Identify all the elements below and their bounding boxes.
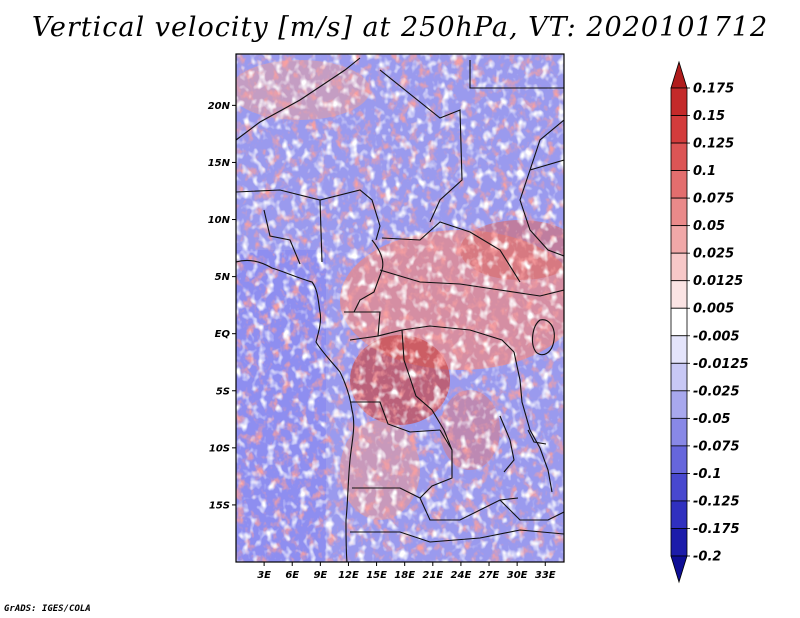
colorbar-label: 0.025 bbox=[693, 247, 734, 262]
colorbar-bin bbox=[670, 197, 688, 227]
lat-tick-label: 10N bbox=[208, 215, 231, 226]
colorbar-label: 0.075 bbox=[693, 192, 734, 207]
lon-tick-label: 18E bbox=[394, 570, 415, 581]
lon-tick-label: 9E bbox=[313, 570, 327, 581]
colorbar-bin bbox=[670, 87, 688, 116]
map-frame bbox=[235, 53, 565, 563]
colorbar-label: -0.025 bbox=[693, 384, 740, 399]
lat-tick-label: EQ bbox=[215, 329, 231, 340]
colorbar-label: -0.125 bbox=[693, 494, 740, 509]
footer-credit: GrADS: IGES/COLA bbox=[4, 604, 91, 614]
lon-tick-label: 24E bbox=[451, 570, 472, 581]
lon-tick-label: 12E bbox=[338, 570, 359, 581]
country-borders bbox=[236, 57, 564, 562]
latitude-axis: 20N 15N 10N 5N EQ 5S 10S 15S bbox=[208, 101, 236, 511]
colorbar-bin bbox=[670, 115, 688, 144]
colorbar-bin bbox=[670, 142, 688, 171]
colorbar-label: -0.175 bbox=[693, 522, 740, 537]
lat-tick-label: 5S bbox=[216, 386, 230, 397]
longitude-axis: 3E 6E 9E 12E 15E 18E 21E 24E 27E 30E 33E bbox=[257, 562, 556, 581]
colorbar-label: -0.05 bbox=[693, 412, 730, 427]
colorbar-bin bbox=[670, 307, 688, 337]
colorbar-bin bbox=[670, 280, 688, 309]
colorbar-bin bbox=[670, 170, 688, 199]
colorbar-label: 0.1 bbox=[693, 164, 716, 179]
colorbar-bin bbox=[670, 252, 688, 282]
lon-tick-label: 15E bbox=[366, 570, 387, 581]
lon-tick-label: 33E bbox=[535, 570, 556, 581]
lat-tick-label: 5N bbox=[215, 272, 231, 283]
colorbar-label: -0.005 bbox=[693, 329, 740, 344]
colorbar-label: -0.0125 bbox=[693, 357, 749, 372]
colorbar-bin bbox=[670, 528, 688, 557]
colorbar-label: 0.175 bbox=[693, 82, 734, 97]
velocity-field bbox=[236, 54, 564, 562]
lat-tick-label: 20N bbox=[208, 101, 231, 112]
colorbar: 0.175 0.15 0.125 0.1 0.075 0.05 0.025 0.0125 0.0… bbox=[670, 60, 749, 584]
colorbar-bin bbox=[670, 390, 688, 419]
lon-tick-label: 21E bbox=[422, 570, 443, 581]
colorbar-bin bbox=[670, 225, 688, 254]
colorbar-bin bbox=[670, 362, 688, 392]
colorbar-label: -0.1 bbox=[693, 467, 721, 482]
colorbar-bin bbox=[670, 500, 688, 529]
lon-tick-label: 6E bbox=[285, 570, 299, 581]
colorbar-label: -0.2 bbox=[693, 550, 721, 565]
colorbar-label: 0.15 bbox=[693, 109, 725, 124]
lon-tick-label: 30E bbox=[507, 570, 528, 581]
lat-tick-label: 15N bbox=[208, 158, 231, 169]
lat-tick-label: 10S bbox=[209, 443, 230, 454]
lon-tick-label: 27E bbox=[479, 570, 500, 581]
colorbar-label: 0.005 bbox=[693, 302, 734, 317]
colorbar-label: 0.05 bbox=[693, 219, 725, 234]
colorbar-label: 0.0125 bbox=[693, 274, 743, 289]
colorbar-bin bbox=[670, 417, 688, 447]
chart-title: Vertical velocity [m/s] at 250hPa, VT: 2… bbox=[31, 12, 769, 43]
colorbar-bin bbox=[670, 473, 688, 502]
colorbar-label: 0.125 bbox=[693, 137, 734, 152]
colorbar-bottom-arrow bbox=[670, 555, 688, 584]
colorbar-top-arrow bbox=[670, 60, 688, 89]
colorbar-label: -0.075 bbox=[693, 439, 740, 454]
colorbar-bin bbox=[670, 445, 688, 474]
lon-tick-label: 3E bbox=[257, 570, 271, 581]
colorbar-bin bbox=[670, 335, 688, 364]
lat-tick-label: 15S bbox=[209, 500, 230, 511]
